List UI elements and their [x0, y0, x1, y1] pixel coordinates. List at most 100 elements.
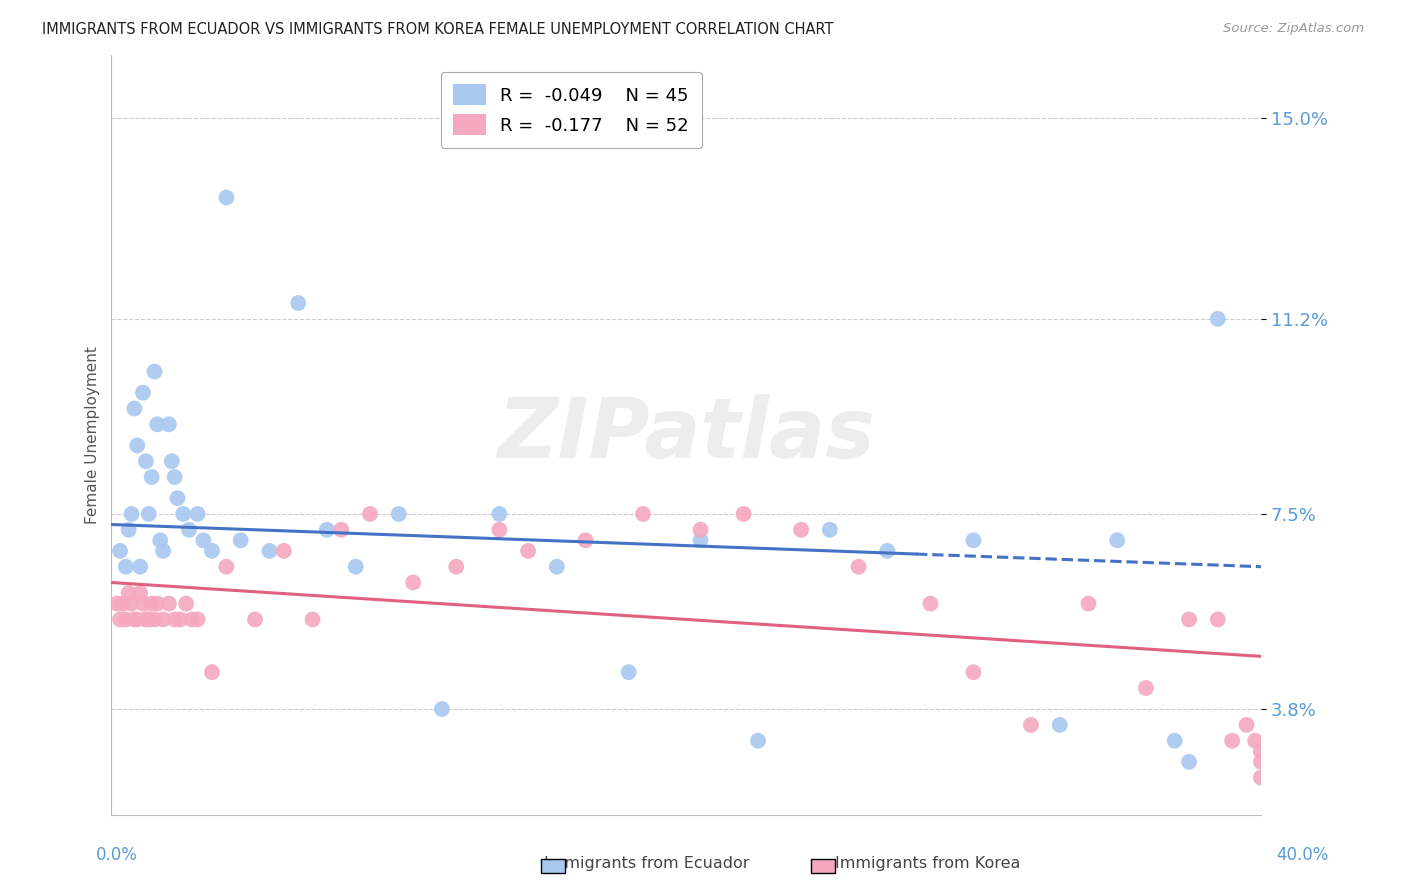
Point: [138, 612, 160, 626]
Point: [689, 533, 711, 548]
Point: [1019, 718, 1042, 732]
Point: [215, 190, 238, 204]
Point: [446, 559, 468, 574]
Point: [177, 523, 200, 537]
Point: [149, 533, 172, 548]
Point: [143, 612, 166, 626]
Point: [187, 612, 209, 626]
Point: [1178, 612, 1201, 626]
Point: [138, 507, 160, 521]
Point: [1220, 733, 1243, 747]
Point: [1206, 612, 1229, 626]
Point: [517, 544, 540, 558]
Point: [163, 612, 186, 626]
Point: [160, 454, 183, 468]
Point: [169, 612, 191, 626]
Point: [163, 470, 186, 484]
Point: [488, 507, 510, 521]
Point: [1163, 733, 1185, 747]
Point: [180, 612, 202, 626]
Text: 0.0%: 0.0%: [96, 846, 138, 863]
Point: [1135, 681, 1157, 695]
Point: [1049, 718, 1071, 732]
Point: [1178, 755, 1201, 769]
Point: [201, 665, 224, 680]
Text: ZIPatlas: ZIPatlas: [498, 394, 875, 475]
Point: [157, 597, 180, 611]
Point: [229, 533, 252, 548]
Point: [187, 507, 209, 521]
Text: Source: ZipAtlas.com: Source: ZipAtlas.com: [1223, 22, 1364, 36]
Text: IMMIGRANTS FROM ECUADOR VS IMMIGRANTS FROM KOREA FEMALE UNEMPLOYMENT CORRELATION: IMMIGRANTS FROM ECUADOR VS IMMIGRANTS FR…: [42, 22, 834, 37]
Point: [132, 385, 155, 400]
Point: [118, 523, 141, 537]
Point: [962, 533, 984, 548]
Point: [430, 702, 453, 716]
Point: [201, 544, 224, 558]
Point: [172, 507, 194, 521]
Point: [301, 612, 323, 626]
Point: [152, 612, 174, 626]
Point: [1250, 755, 1272, 769]
Text: Immigrants from Korea: Immigrants from Korea: [835, 856, 1021, 871]
Point: [105, 597, 128, 611]
Point: [114, 612, 136, 626]
Point: [747, 733, 769, 747]
Point: [402, 575, 425, 590]
Point: [316, 523, 339, 537]
Point: [127, 438, 149, 452]
Point: [129, 586, 152, 600]
Point: [546, 559, 568, 574]
Point: [146, 417, 169, 432]
Point: [135, 454, 157, 468]
Point: [689, 523, 711, 537]
Point: [617, 665, 640, 680]
Point: [790, 523, 813, 537]
Point: [135, 612, 157, 626]
Point: [129, 559, 152, 574]
Point: [114, 559, 136, 574]
Point: [124, 401, 146, 416]
Point: [488, 523, 510, 537]
Point: [359, 507, 381, 521]
Point: [174, 597, 197, 611]
Point: [121, 597, 143, 611]
Point: [733, 507, 755, 521]
Point: [1250, 744, 1272, 758]
Point: [1250, 771, 1272, 785]
Point: [876, 544, 898, 558]
Point: [920, 597, 942, 611]
Point: [1244, 733, 1267, 747]
Point: [344, 559, 367, 574]
Point: [330, 523, 353, 537]
Point: [962, 665, 984, 680]
Point: [273, 544, 295, 558]
Point: [259, 544, 281, 558]
Point: [118, 586, 141, 600]
Point: [631, 507, 654, 521]
Text: 40.0%: 40.0%: [1277, 846, 1329, 863]
Point: [287, 296, 309, 310]
Point: [1206, 311, 1229, 326]
Point: [193, 533, 215, 548]
Point: [388, 507, 411, 521]
Point: [1107, 533, 1129, 548]
Point: [108, 544, 131, 558]
Point: [152, 544, 174, 558]
Point: [141, 470, 163, 484]
Point: [121, 507, 143, 521]
Point: [1077, 597, 1099, 611]
Point: [243, 612, 266, 626]
Point: [132, 597, 155, 611]
Y-axis label: Female Unemployment: Female Unemployment: [86, 346, 100, 524]
Point: [1236, 718, 1258, 732]
Point: [574, 533, 596, 548]
Point: [143, 365, 166, 379]
Point: [848, 559, 870, 574]
Point: [215, 559, 238, 574]
Point: [141, 597, 163, 611]
Point: [146, 597, 169, 611]
Point: [157, 417, 180, 432]
Legend: R =  -0.049    N = 45, R =  -0.177    N = 52: R = -0.049 N = 45, R = -0.177 N = 52: [440, 71, 702, 148]
Point: [108, 612, 131, 626]
